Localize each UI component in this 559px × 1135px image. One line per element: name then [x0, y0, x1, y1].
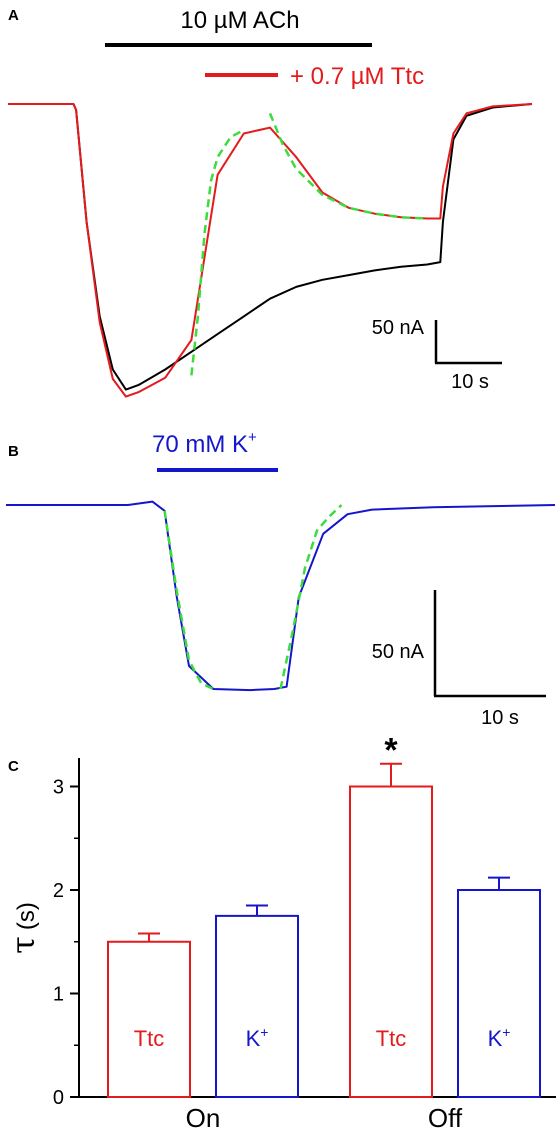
- y-axis-label-unit: (s): [13, 902, 40, 930]
- panel-c-axis: 0 1 2 3: [53, 777, 79, 1109]
- panel-b-fit-2: [279, 504, 343, 690]
- bar-label: K+: [488, 1024, 511, 1051]
- bar-off-ttc: [349, 785, 433, 1098]
- panel-a-letter: A: [8, 7, 19, 24]
- panel-a-trace-ttc: [8, 103, 533, 398]
- bar-label-main: K: [246, 1026, 261, 1051]
- y-axis-label-symbol: τ: [4, 936, 42, 954]
- panel-b: B 70 mM K+ 50 nA 10 s: [6, 429, 556, 729]
- panel-a-fit-2: [268, 112, 428, 220]
- panel-b-scale-time-label: 10 s: [481, 707, 519, 729]
- x-category-label-on: On: [186, 1103, 221, 1133]
- y-tick-label: 3: [53, 777, 64, 799]
- bar-label-superscript: +: [502, 1024, 510, 1040]
- panel-a-fit-1: [190, 128, 245, 376]
- k-bar-label-superscript: +: [248, 429, 257, 446]
- bar-label-main: Ttc: [134, 1026, 165, 1051]
- ttc-legend-label: + 0.7 µM Ttc: [290, 63, 424, 90]
- panel-c-letter: C: [8, 758, 19, 775]
- bar-label-main: Ttc: [376, 1026, 407, 1051]
- y-tick-label: 2: [53, 880, 64, 902]
- bar-on-ttc: [107, 940, 191, 1098]
- ach-bar-label: 10 µM ACh: [180, 7, 299, 34]
- k-bar-label-main: 70 mM K: [152, 431, 248, 458]
- panel-a-scale-current-label: 50 nA: [372, 317, 425, 339]
- panel-b-traces: [6, 500, 556, 692]
- y-tick-label: 0: [53, 1087, 64, 1109]
- bar-label: Ttc: [376, 1026, 407, 1051]
- bar-label: K+: [246, 1024, 269, 1051]
- bar-label-superscript: +: [260, 1024, 268, 1040]
- bar-label-main: K: [488, 1026, 503, 1051]
- panel-a-traces: [8, 103, 533, 398]
- panel-b-scale-current-label: 50 nA: [372, 641, 425, 663]
- panel-b-fit-1: [163, 510, 214, 691]
- panel-a: A 10 µM ACh + 0.7 µM Ttc 50 nA 10 s: [8, 7, 533, 398]
- panel-b-letter: B: [8, 443, 19, 460]
- y-axis-label: τ (s): [4, 902, 42, 954]
- y-tick-label: 1: [53, 984, 64, 1006]
- bar-on-k: [215, 914, 299, 1098]
- x-category-label-off: Off: [428, 1103, 463, 1133]
- panel-b-trace-k: [6, 500, 556, 692]
- k-bar-label: 70 mM K+: [152, 429, 257, 458]
- panel-a-trace-control: [8, 103, 533, 391]
- panel-a-scale-time-label: 10 s: [451, 371, 489, 393]
- bar-off-k: [457, 889, 541, 1098]
- bar-label: Ttc: [134, 1026, 165, 1051]
- significance-asterisk: *: [384, 732, 398, 770]
